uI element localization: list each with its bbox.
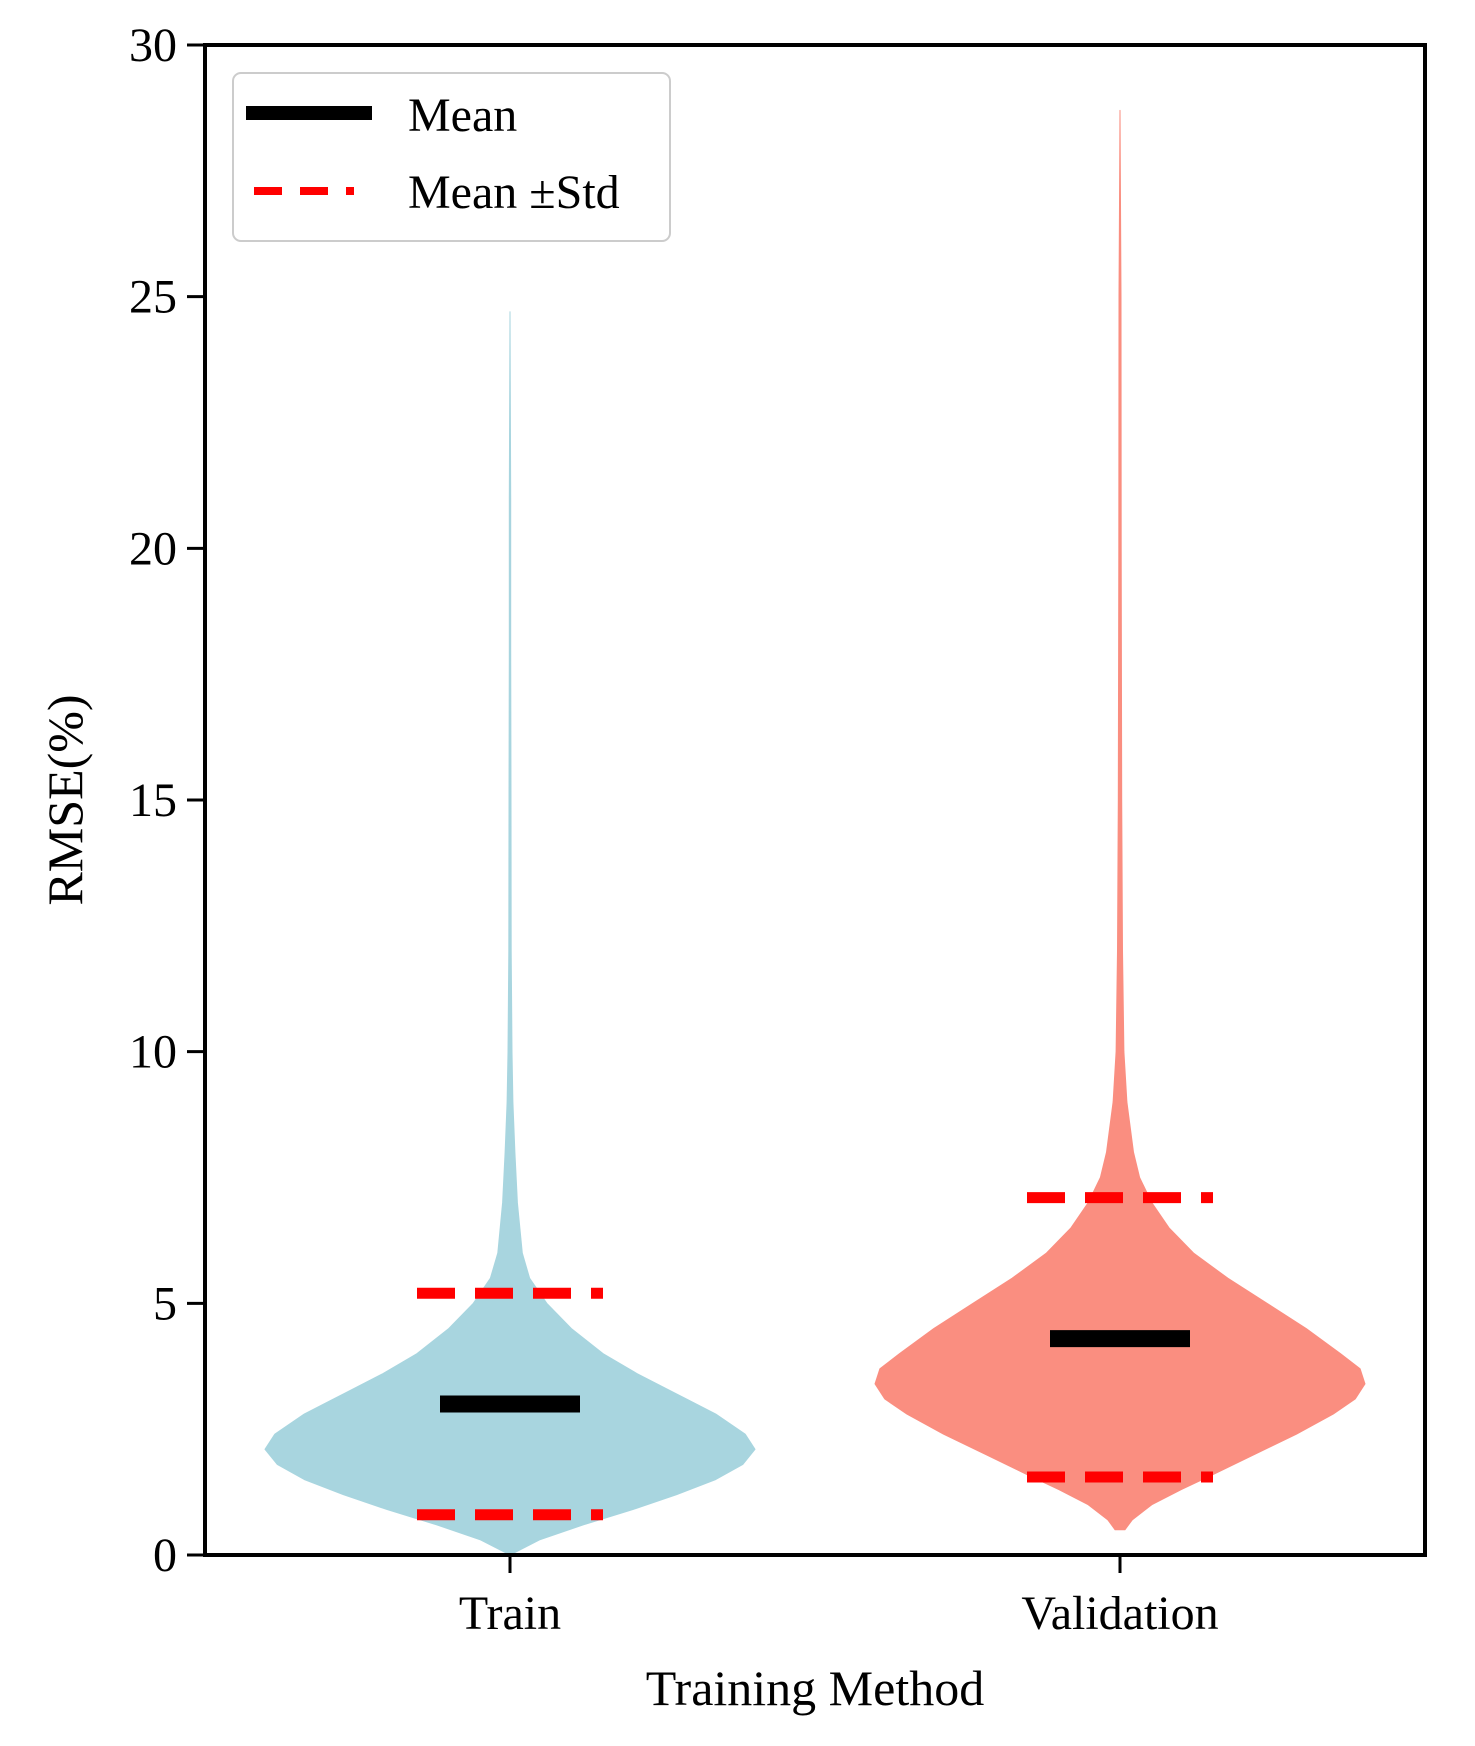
x-axis-label: Training Method [646,1660,984,1716]
x-axis: Train Validation [459,1555,1219,1640]
y-axis: 0 5 10 15 20 25 30 [129,19,205,1582]
y-tick-label: 30 [129,19,177,72]
x-tick-label: Validation [1021,1587,1218,1640]
y-axis-label: RMSE(%) [37,694,93,905]
violin-validation [874,109,1366,1531]
legend: Mean Mean ±Std [232,72,671,242]
legend-mean-label: Mean [408,89,517,142]
violin-layer [264,109,1366,1556]
x-tick-label: Train [459,1587,561,1640]
y-tick-label: 15 [129,774,177,827]
y-tick-label: 5 [153,1277,177,1330]
y-tick-label: 20 [129,522,177,575]
stat-lines-layer [417,1192,1213,1521]
violin-train [264,311,756,1556]
legend-std-label: Mean ±Std [408,166,620,219]
y-tick-label: 25 [129,271,177,324]
y-tick-label: 0 [153,1529,177,1582]
y-tick-label: 10 [129,1026,177,1079]
